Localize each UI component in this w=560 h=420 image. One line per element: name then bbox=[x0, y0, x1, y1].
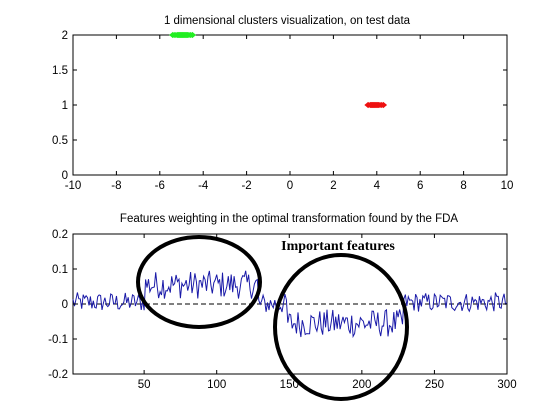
x-tick-label: -4 bbox=[198, 180, 209, 192]
y-tick-label: 1.5 bbox=[52, 65, 68, 77]
weights-x-ticks: 50 100 150 200 250 300 bbox=[138, 234, 517, 391]
x-tick-label: 2 bbox=[330, 180, 336, 192]
important-features-annotation: Important features bbox=[281, 239, 395, 254]
clusters-chart-title: 1 dimensional clusters visualization, on… bbox=[164, 15, 411, 27]
x-tick-label: 100 bbox=[207, 379, 226, 391]
clusters-x-ticks: -10 -8 -6 -4 -2 0 2 4 6 8 10 bbox=[65, 35, 514, 192]
x-tick-label: -8 bbox=[111, 180, 121, 192]
x-tick-label: 4 bbox=[374, 180, 381, 192]
x-tick-label: 8 bbox=[460, 180, 466, 192]
weights-series-line bbox=[72, 270, 508, 339]
weights-chart-title: Features weighting in the optimal transf… bbox=[120, 213, 458, 225]
y-tick-label: -0.1 bbox=[48, 334, 68, 346]
y-tick-label: 0 bbox=[62, 170, 68, 182]
weights-y-ticks: -0.2 -0.1 0 0.1 0.2 bbox=[48, 229, 507, 381]
y-tick-label: 0.5 bbox=[52, 135, 68, 147]
x-tick-label: 200 bbox=[352, 379, 371, 391]
clusters-points bbox=[169, 31, 388, 109]
clusters-y-ticks: 0 0.5 1 1.5 2 bbox=[52, 30, 507, 182]
highlight-circle-positive bbox=[136, 235, 262, 329]
y-tick-label: 0.1 bbox=[52, 264, 68, 276]
clusters-chart-axes bbox=[72, 34, 508, 176]
x-tick-label: -6 bbox=[155, 180, 165, 192]
highlight-circle-negative bbox=[273, 253, 409, 401]
y-tick-label: 0.2 bbox=[52, 229, 68, 241]
x-tick-label: 300 bbox=[497, 379, 516, 391]
x-tick-label: -10 bbox=[65, 180, 82, 192]
cluster-point-1 bbox=[379, 101, 388, 109]
clusters-chart: 1 dimensional clusters visualization, on… bbox=[52, 15, 513, 192]
x-tick-label: -2 bbox=[241, 180, 251, 192]
y-tick-label: 2 bbox=[62, 30, 68, 42]
x-tick-label: 250 bbox=[425, 379, 444, 391]
y-tick-label: -0.2 bbox=[48, 369, 68, 381]
x-tick-label: 10 bbox=[501, 180, 514, 192]
x-tick-label: 150 bbox=[280, 379, 299, 391]
x-tick-label: 50 bbox=[138, 379, 151, 391]
y-tick-label: 0 bbox=[62, 299, 68, 311]
cluster-point-0 bbox=[188, 31, 197, 39]
weights-chart: Features weighting in the optimal transf… bbox=[48, 213, 517, 401]
x-tick-label: 0 bbox=[287, 180, 293, 192]
x-tick-label: 6 bbox=[417, 180, 423, 192]
y-tick-label: 1 bbox=[62, 100, 68, 112]
